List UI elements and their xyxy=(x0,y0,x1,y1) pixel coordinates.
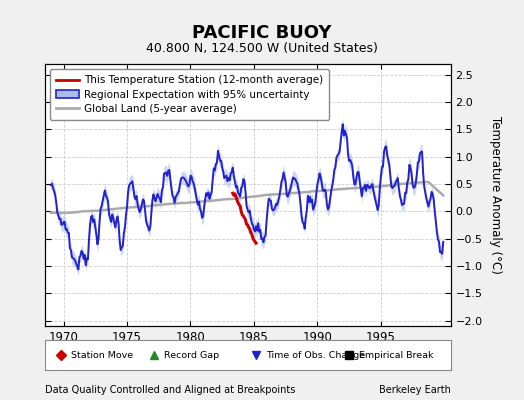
Text: Station Move: Station Move xyxy=(71,350,133,360)
Text: Time of Obs. Change: Time of Obs. Change xyxy=(266,350,365,360)
Text: 40.800 N, 124.500 W (United States): 40.800 N, 124.500 W (United States) xyxy=(146,42,378,55)
Legend: This Temperature Station (12-month average), Regional Expectation with 95% uncer: This Temperature Station (12-month avera… xyxy=(50,69,330,120)
Text: Data Quality Controlled and Aligned at Breakpoints: Data Quality Controlled and Aligned at B… xyxy=(45,385,295,395)
Text: Record Gap: Record Gap xyxy=(165,350,220,360)
Text: Empirical Break: Empirical Break xyxy=(359,350,434,360)
Text: Berkeley Earth: Berkeley Earth xyxy=(379,385,451,395)
Y-axis label: Temperature Anomaly (°C): Temperature Anomaly (°C) xyxy=(489,116,502,274)
Text: PACIFIC BUOY: PACIFIC BUOY xyxy=(192,24,332,42)
